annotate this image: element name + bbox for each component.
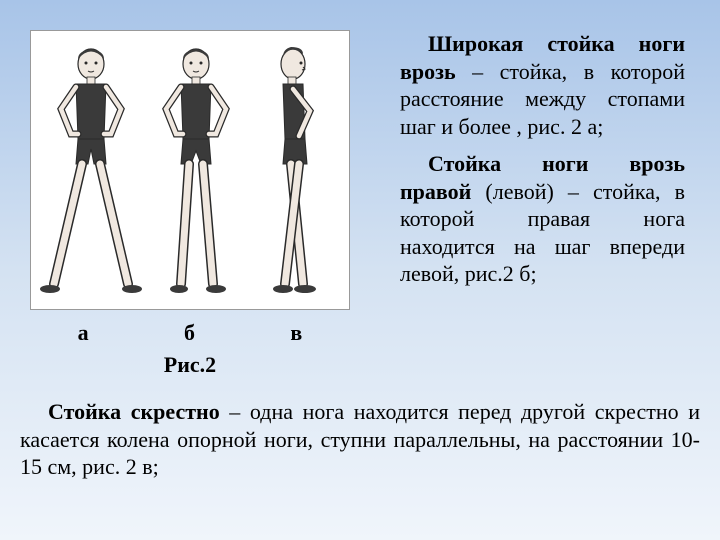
- p3-term: Стойка скрестно: [48, 399, 220, 424]
- top-section: а б в Рис.2 Широкая стойка ноги врозь – …: [0, 0, 720, 388]
- figure-area: а б в Рис.2: [30, 30, 370, 378]
- figure-label-a: а: [78, 320, 89, 346]
- figure-person-b: [146, 41, 245, 299]
- step-stance-icon: [151, 39, 241, 299]
- figure-box: [30, 30, 350, 310]
- figure-label-b: б: [184, 320, 195, 346]
- paragraph-3: Стойка скрестно – одна нога находится пе…: [20, 398, 700, 481]
- paragraph-1: Широкая стойка ноги врозь – стойка, в ко…: [400, 30, 685, 140]
- wide-stance-icon: [36, 39, 146, 299]
- figure-labels-row: а б в: [30, 320, 350, 346]
- figure-caption: Рис.2: [30, 352, 350, 378]
- bottom-text-block: Стойка скрестно – одна нога находится пе…: [0, 388, 720, 481]
- paragraph-2: Стойка ноги врозь правой (левой) – стойк…: [400, 150, 685, 288]
- figure-label-v: в: [290, 320, 302, 346]
- cross-stance-icon: [255, 39, 335, 299]
- figure-person-a: [36, 41, 146, 299]
- right-text-column: Широкая стойка ноги врозь – стойка, в ко…: [370, 30, 700, 378]
- figure-person-v: [245, 41, 344, 299]
